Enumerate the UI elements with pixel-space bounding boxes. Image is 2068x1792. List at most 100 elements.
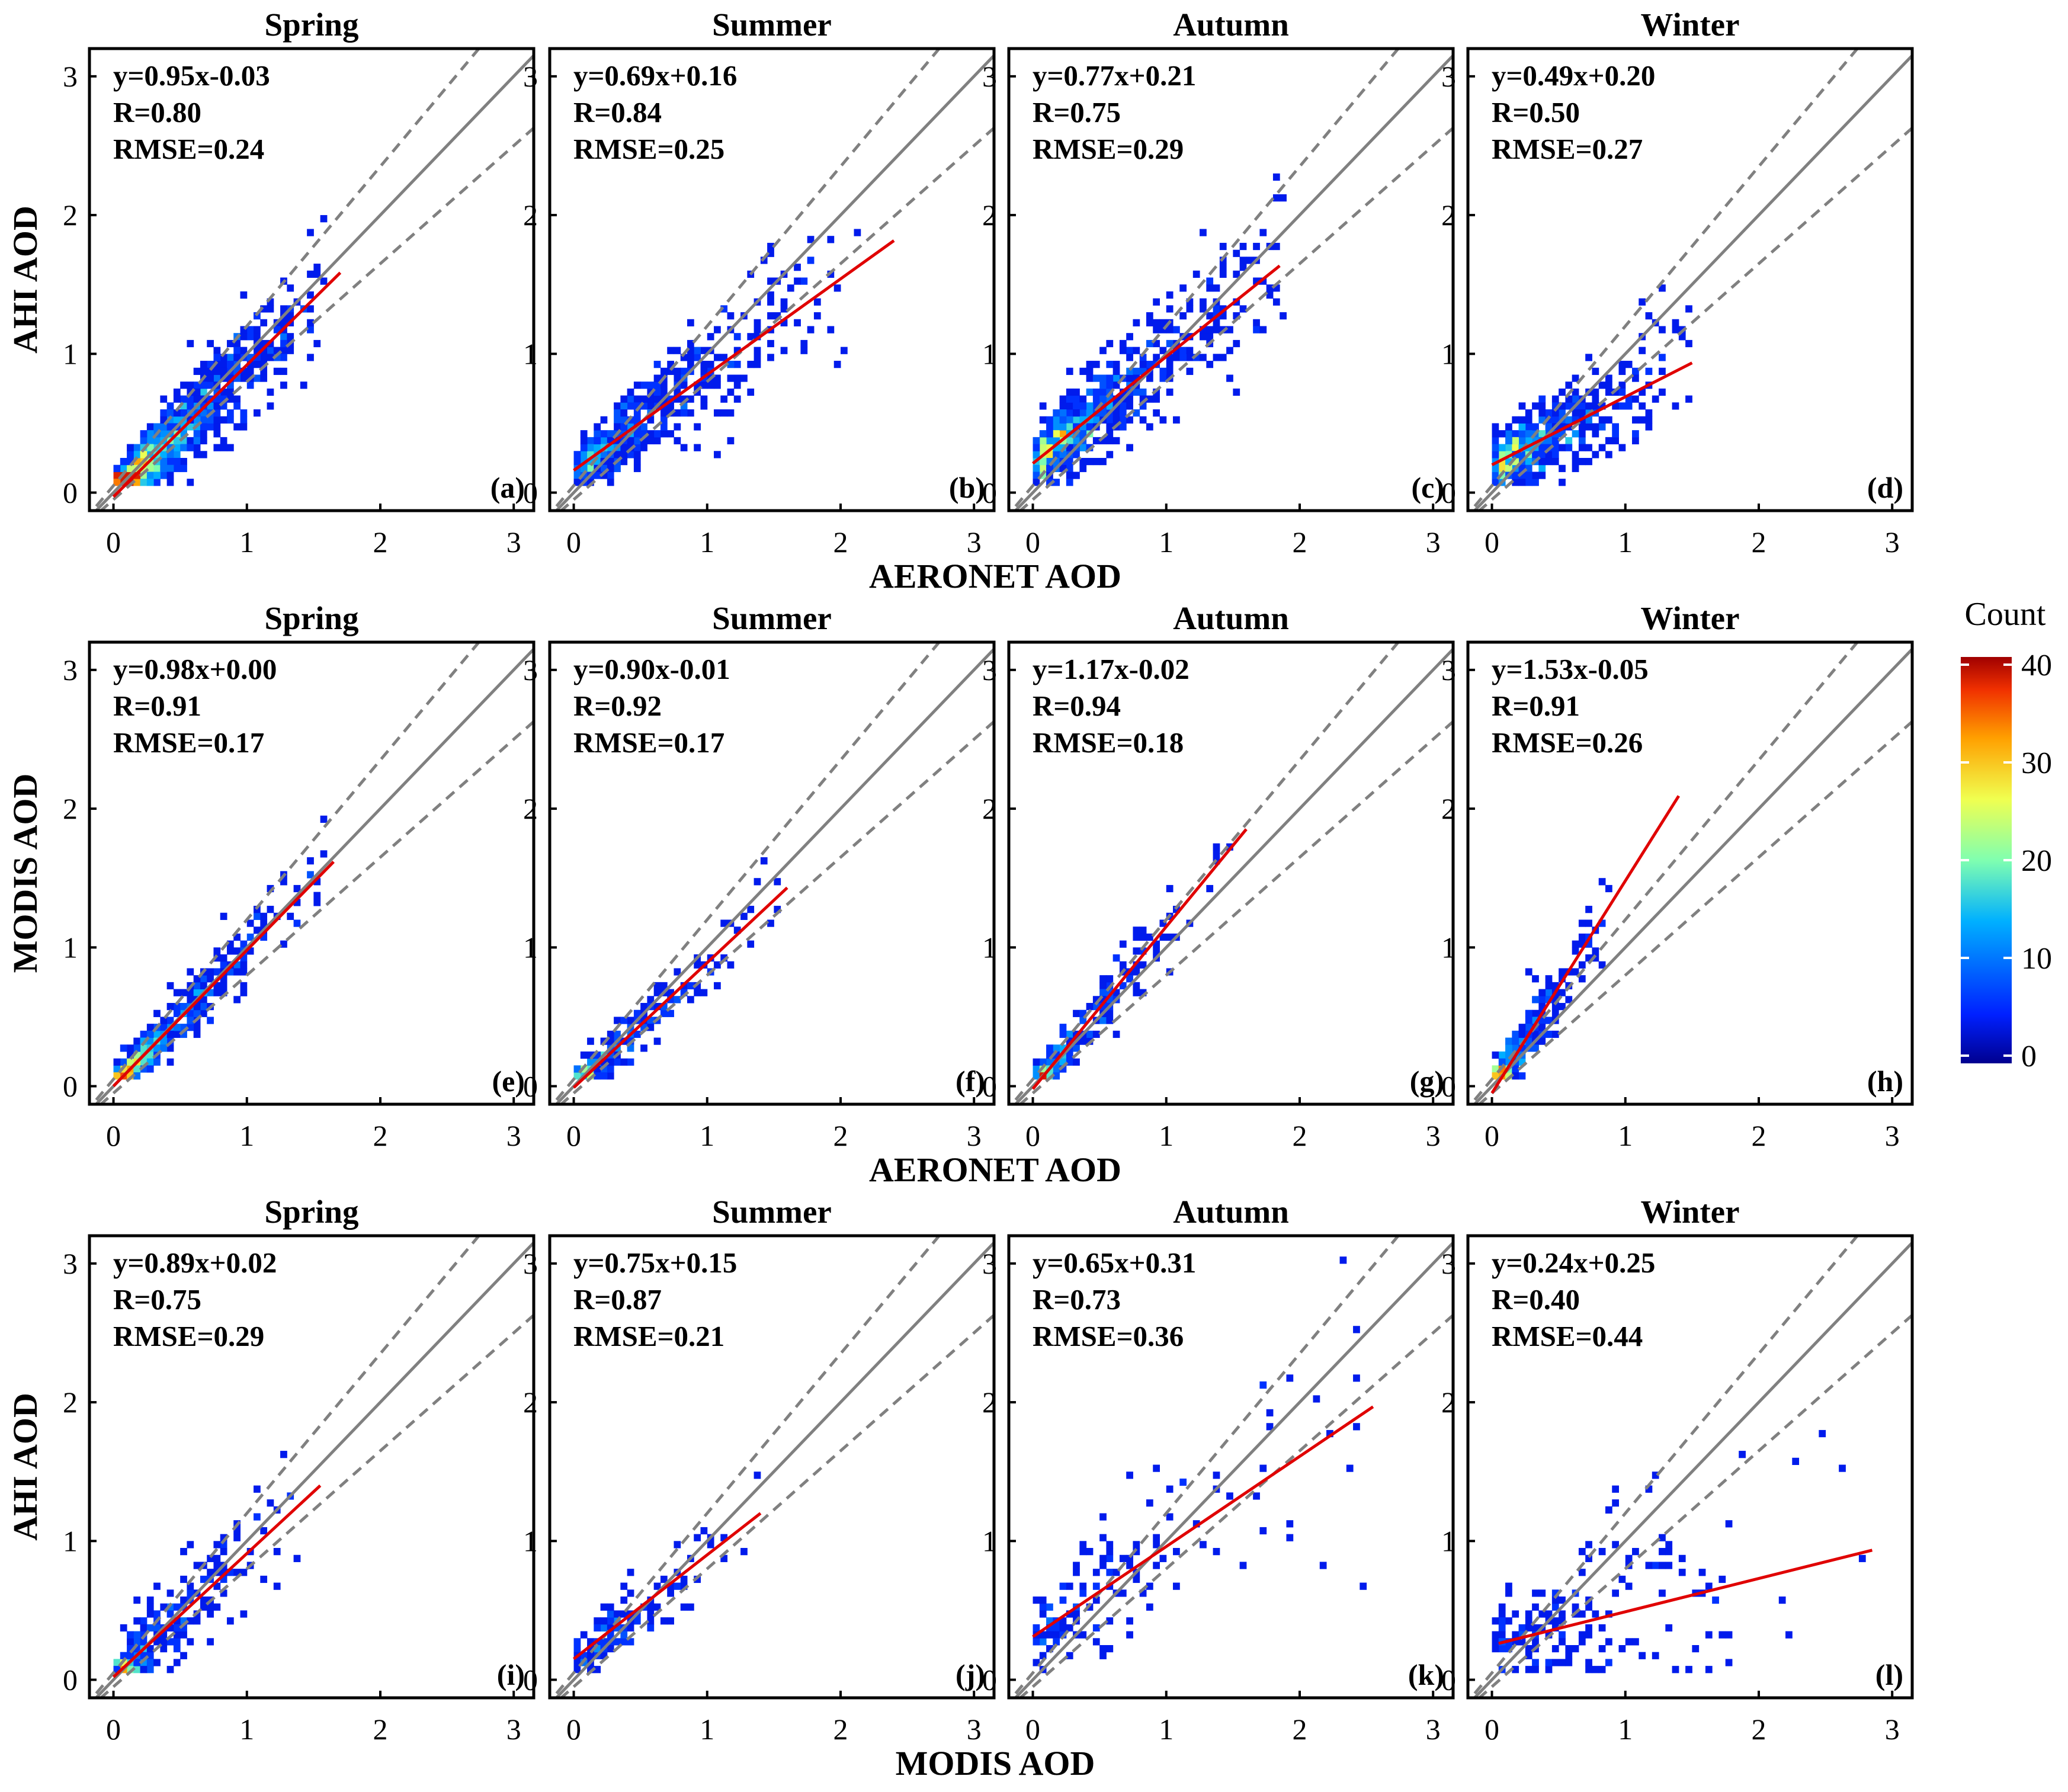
heatmap-bin (213, 1603, 221, 1611)
heatmap-bin (1612, 1499, 1620, 1507)
heatmap-bin (1133, 409, 1140, 417)
heatmap-bin (1126, 1631, 1133, 1639)
heatmap-bin (193, 1617, 201, 1625)
heatmap-bin (1618, 1644, 1626, 1653)
heatmap-bin (1226, 326, 1233, 334)
heatmap-bin (1112, 382, 1120, 389)
heatmap-bin (1319, 1562, 1327, 1569)
heatmap-bin (1525, 1652, 1532, 1659)
heatmap-bin (1092, 395, 1100, 403)
heatmap-bin (1659, 1562, 1666, 1569)
heatmap-bin (1532, 1638, 1539, 1646)
heatmap-bin (1219, 354, 1227, 361)
one-to-one-line (554, 53, 994, 511)
heatmap-bin (1592, 395, 1599, 403)
heatmap-bin (1146, 423, 1153, 431)
heatmap-bin (287, 333, 294, 341)
heatmap-bin (1153, 339, 1160, 348)
heatmap-bin (240, 982, 248, 990)
heatmap-bin (260, 319, 268, 326)
heatmap-bin (113, 472, 121, 479)
heatmap-bin (1492, 430, 1499, 438)
heatmap-bin (1226, 1492, 1233, 1500)
heatmap-bin (1039, 1610, 1047, 1618)
heatmap-bin (594, 1666, 601, 1674)
heatmap-bin (173, 989, 181, 996)
heatmap-bin (1538, 395, 1546, 403)
heatmap-bin (1213, 354, 1220, 361)
heatmap-bin (1166, 354, 1174, 361)
heatmap-bin (740, 1548, 748, 1556)
heatmap-bin (1106, 402, 1114, 410)
panel-title: Summer (712, 600, 832, 636)
heatmap-bin (587, 1652, 594, 1659)
upper-envelope-line (1010, 1236, 1400, 1698)
heatmap-bin (1086, 374, 1094, 382)
heatmap-bin (1705, 1666, 1713, 1674)
heatmap-bin (193, 1024, 201, 1031)
heatmap-bin (1572, 464, 1579, 472)
heatmap-bin (207, 1569, 214, 1576)
heatmap-bin (1239, 1562, 1247, 1569)
heatmap-bin (1545, 1666, 1553, 1674)
heatmap-bin (1492, 1644, 1499, 1653)
heatmap-bin (1652, 1652, 1659, 1659)
heatmap-bin (140, 1624, 148, 1632)
panel-frame (88, 47, 536, 512)
heatmap-bin (607, 430, 614, 438)
heatmap-bin (1525, 416, 1532, 424)
heatmap-bin (166, 1638, 174, 1646)
heatmap-bin (774, 878, 781, 886)
heatmap-bin (187, 968, 194, 976)
heatmap-bin (1059, 1024, 1067, 1031)
heatmap-bin (213, 430, 221, 438)
heatmap-bin (680, 402, 688, 410)
heatmap-bin (1538, 1024, 1546, 1031)
heatmap-bin (1572, 430, 1579, 438)
heatmap-bin (273, 354, 281, 361)
upper-envelope-line (1010, 642, 1400, 1104)
heatmap-bin (213, 982, 221, 990)
heatmap-bin (1206, 884, 1214, 893)
heatmap-bin (1286, 1520, 1294, 1528)
heatmap-bin (1213, 305, 1220, 313)
heatmap-bin (1492, 464, 1499, 472)
heatmap-bin (240, 333, 248, 341)
heatmap-bin (1505, 457, 1512, 466)
heatmap-bin (700, 1527, 708, 1535)
heatmap-bin (146, 1024, 154, 1031)
heatmap-bin (1585, 1631, 1592, 1639)
heatmap-bin (1572, 457, 1579, 466)
heatmap-bin (1672, 1666, 1679, 1674)
heatmap-bin (1492, 1051, 1499, 1059)
heatmap-bin (1186, 347, 1194, 354)
heatmap-bin (1086, 402, 1094, 410)
heatmap-bin (120, 1624, 127, 1632)
heatmap-bin (1672, 319, 1679, 326)
heatmap-bin (594, 437, 601, 445)
heatmap-bin (733, 374, 741, 382)
heatmap-bin (767, 312, 774, 320)
heatmap-bin (233, 968, 241, 976)
y-tick-label: 3 (982, 1247, 997, 1280)
heatmap-bin (160, 1631, 168, 1639)
upper-envelope-line (91, 49, 481, 511)
heatmap-bin (1166, 361, 1174, 368)
heatmap-bin (594, 472, 601, 479)
heatmap-bin (587, 437, 594, 445)
heatmap-bin (1585, 1603, 1592, 1611)
heatmap-bin (1126, 347, 1133, 354)
heatmap-bin (1545, 996, 1553, 1004)
heatmap-bin (1518, 437, 1526, 445)
heatmap-bin (1186, 298, 1194, 306)
heatmap-bin (680, 409, 688, 417)
heatmap-bin (1266, 291, 1274, 299)
heatmap-bin (1565, 437, 1573, 445)
heatmap-bin (754, 326, 761, 334)
heatmap-bin (840, 347, 848, 354)
upper-envelope-line (551, 1236, 941, 1698)
heatmap-bin (1559, 479, 1566, 486)
heatmap-bin (267, 884, 274, 893)
heatmap-bin (660, 1009, 668, 1017)
heatmap-bin (1159, 347, 1167, 354)
